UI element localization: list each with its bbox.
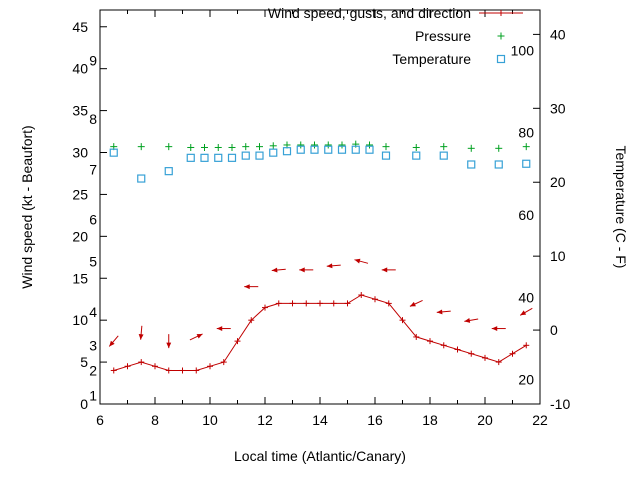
svg-text:4: 4 — [89, 304, 97, 320]
svg-text:20: 20 — [550, 174, 566, 190]
axes: 6 8 10 12 14 16 18 20 22051015202530354045-10010… — [72, 9, 570, 428]
svg-text:8: 8 — [151, 412, 159, 428]
svg-text:Local time (Atlantic/Canary): Local time (Atlantic/Canary) — [234, 448, 406, 464]
svg-text:2: 2 — [89, 362, 97, 378]
legend: Wind speed, gusts, and direction Pressure… — [268, 5, 523, 67]
legend-label: Wind speed, gusts, and direction — [268, 5, 471, 21]
left-axis-title: Wind speed (kt - Beaufort) — [19, 125, 35, 288]
svg-text:60: 60 — [518, 207, 534, 223]
svg-text:9: 9 — [89, 52, 97, 68]
svg-text:0: 0 — [550, 322, 558, 338]
svg-text:20: 20 — [518, 372, 534, 388]
legend-label: Pressure — [415, 28, 471, 44]
fahrenheit-scale-labels: 20 40 60 80 100 — [511, 43, 535, 388]
svg-text:35: 35 — [72, 103, 88, 119]
svg-text:0: 0 — [80, 396, 88, 412]
svg-text:5: 5 — [80, 354, 88, 370]
svg-text:8: 8 — [89, 111, 97, 127]
svg-text:30: 30 — [550, 100, 566, 116]
right-axis-title: Temperature (C - F) — [613, 146, 629, 269]
svg-text:1: 1 — [89, 388, 97, 404]
svg-text:6: 6 — [96, 412, 104, 428]
svg-text:Temperature (C - F): Temperature (C - F) — [613, 146, 629, 269]
svg-text:15: 15 — [72, 270, 88, 286]
legend-label: Temperature — [392, 51, 471, 67]
svg-text:14: 14 — [312, 412, 328, 428]
svg-text:40: 40 — [550, 26, 566, 42]
svg-text:45: 45 — [72, 19, 88, 35]
svg-text:10: 10 — [202, 412, 218, 428]
svg-text:20: 20 — [72, 228, 88, 244]
svg-text:100: 100 — [511, 43, 535, 59]
svg-text:10: 10 — [550, 248, 566, 264]
svg-text:20: 20 — [477, 412, 493, 428]
pressure-series — [110, 140, 530, 152]
svg-text:12: 12 — [257, 412, 273, 428]
svg-text:18: 18 — [422, 412, 438, 428]
gust-direction-arrows — [108, 258, 533, 349]
svg-text:16: 16 — [367, 412, 383, 428]
svg-text:25: 25 — [72, 186, 88, 202]
svg-text:5: 5 — [89, 253, 97, 269]
x-axis-title: Local time (Atlantic/Canary) — [234, 448, 406, 464]
svg-text:40: 40 — [518, 290, 534, 306]
temperature-series — [109, 145, 531, 183]
svg-text:40: 40 — [72, 61, 88, 77]
svg-text:-10: -10 — [550, 396, 570, 412]
svg-text:10: 10 — [72, 312, 88, 328]
svg-text:22: 22 — [532, 412, 548, 428]
svg-text:Wind speed (kt - Beaufort): Wind speed (kt - Beaufort) — [19, 125, 35, 288]
beaufort-scale-labels: 1 2 3 4 5 6 7 8 9 — [89, 52, 97, 403]
svg-text:3: 3 — [89, 337, 97, 353]
wind-speed-series — [110, 292, 530, 374]
svg-text:6: 6 — [89, 212, 97, 228]
svg-text:80: 80 — [518, 125, 534, 141]
svg-text:7: 7 — [89, 161, 97, 177]
svg-text:30: 30 — [72, 145, 88, 161]
